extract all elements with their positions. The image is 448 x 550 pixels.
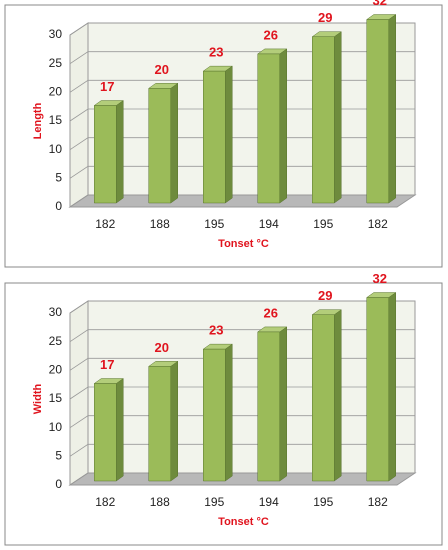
bar [93,378,125,482]
y-tick-label: 30 [49,27,63,41]
data-label: 23 [209,323,223,338]
data-label: 26 [264,27,278,42]
y-tick-label: 0 [55,477,62,491]
data-label: 26 [264,305,278,320]
grid-line [69,22,415,36]
bar-front [94,383,117,482]
y-tick-label: 10 [49,142,63,156]
bar-side [116,100,124,204]
grid-line [69,329,415,342]
y-tick-label: 25 [49,56,63,70]
y-tick-label: 0 [55,199,62,213]
bar [311,309,343,482]
bar [93,100,125,204]
bar-front [312,314,335,482]
grid-line [69,472,415,486]
bar-side [116,378,124,482]
data-label: 17 [100,357,114,372]
y-axis-title: Width [32,384,44,415]
grid-line [69,300,415,314]
x-tick-label: 195 [313,217,333,231]
y-tick-label: 5 [55,449,62,463]
grid-line [69,415,415,428]
bar [365,292,397,482]
x-tick-label: 188 [150,217,170,231]
y-tick-label: 20 [49,85,63,99]
data-label: 20 [155,340,169,355]
x-tick-label: 195 [313,495,333,509]
x-tick-label: 188 [150,495,170,509]
x-tick-label: 182 [368,217,388,231]
y-tick-label: 10 [49,420,63,434]
bar-front [312,36,335,204]
bar [256,48,288,204]
data-label: 17 [100,79,114,94]
x-tick-label: 195 [204,217,224,231]
grid-line [69,51,415,64]
x-tick-label: 182 [95,495,115,509]
bar [202,65,234,204]
bar-side [225,65,233,204]
bar-front [148,366,171,482]
bar [202,343,234,482]
grid-line [69,165,415,179]
grid-line [69,386,415,400]
data-label: 20 [155,62,169,77]
bar-side [170,82,178,204]
bar-side [388,14,396,204]
data-label: 23 [209,45,223,60]
y-tick-label: 15 [49,391,63,405]
x-tick-label: 194 [259,495,279,509]
bar-front [366,297,389,482]
bar-side [279,326,287,482]
grid-line [69,137,415,150]
bar [147,82,179,204]
bar [256,326,288,482]
bar-front [257,331,280,482]
grid-line [69,79,415,93]
bar-front [366,19,389,204]
bar-side [225,343,233,482]
grid-line [69,357,415,371]
bar-side [388,292,396,482]
bar-front [203,348,226,482]
x-tick-label: 182 [95,217,115,231]
grid-line [69,194,415,208]
bar [147,360,179,482]
x-tick-label: 182 [368,495,388,509]
data-label: 32 [373,271,387,286]
x-axis-title: Tonset °C [218,516,269,528]
grid-line [69,443,415,457]
bar-front [148,88,171,204]
x-axis-title: Tonset °C [218,238,269,250]
y-tick-label: 5 [55,171,62,185]
x-tick-label: 195 [204,495,224,509]
y-tick-label: 30 [49,305,63,319]
grid-line [69,108,415,122]
bar-side [334,31,342,204]
bar-side [334,309,342,482]
bar-front [203,70,226,204]
bar-front [94,105,117,204]
x-tick-label: 194 [259,217,279,231]
y-tick-label: 15 [49,113,63,127]
y-tick-label: 25 [49,334,63,348]
bar [311,31,343,204]
data-label: 32 [373,0,387,8]
bar-side [279,48,287,204]
y-tick-label: 20 [49,363,63,377]
bar [365,14,397,204]
data-label: 29 [318,10,332,25]
bar-side [170,360,178,482]
y-axis-title: Length [32,102,44,139]
bar-front [257,53,280,204]
data-label: 29 [318,288,332,303]
